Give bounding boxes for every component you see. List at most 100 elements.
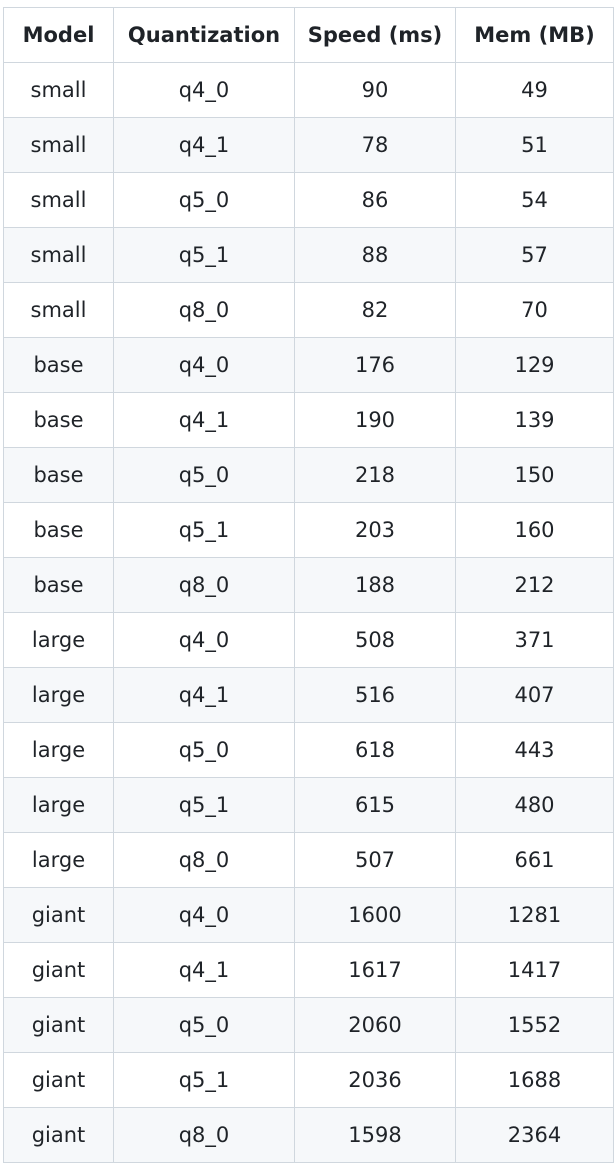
cell-speed: 176 [294,337,456,393]
cell-quantization: q5_0 [113,447,295,503]
header-speed: Speed (ms) [294,7,456,63]
cell-quantization: q8_0 [113,832,295,888]
table-row: giant q5_0 2060 1552 [3,997,614,1053]
cell-speed: 78 [294,117,456,173]
cell-memory: 661 [455,832,614,888]
cell-speed: 2036 [294,1052,456,1108]
cell-speed: 90 [294,62,456,118]
cell-model: giant [3,942,114,998]
cell-quantization: q4_1 [113,392,295,448]
table-row: giant q5_1 2036 1688 [3,1052,614,1108]
cell-speed: 615 [294,777,456,833]
cell-memory: 1281 [455,887,614,943]
cell-speed: 1600 [294,887,456,943]
cell-model: giant [3,997,114,1053]
cell-quantization: q5_1 [113,227,295,283]
cell-speed: 86 [294,172,456,228]
header-memory: Mem (MB) [455,7,614,63]
table-row: base q5_0 218 150 [3,447,614,503]
cell-model: large [3,722,114,778]
cell-memory: 57 [455,227,614,283]
cell-model: large [3,612,114,668]
cell-model: base [3,557,114,613]
cell-model: large [3,777,114,833]
cell-speed: 88 [294,227,456,283]
cell-memory: 212 [455,557,614,613]
cell-model: small [3,62,114,118]
cell-memory: 1552 [455,997,614,1053]
table-row: small q5_0 86 54 [3,172,614,228]
cell-model: giant [3,1052,114,1108]
cell-quantization: q5_0 [113,997,295,1053]
table-row: base q4_0 176 129 [3,337,614,393]
table-row: large q8_0 507 661 [3,832,614,888]
cell-speed: 618 [294,722,456,778]
cell-speed: 508 [294,612,456,668]
cell-quantization: q8_0 [113,282,295,338]
table-row: giant q4_0 1600 1281 [3,887,614,943]
cell-quantization: q8_0 [113,1107,295,1163]
cell-quantization: q4_0 [113,62,295,118]
table-row: base q5_1 203 160 [3,502,614,558]
table-row: small q4_1 78 51 [3,117,614,173]
cell-model: small [3,227,114,283]
cell-memory: 160 [455,502,614,558]
cell-memory: 70 [455,282,614,338]
cell-quantization: q4_1 [113,942,295,998]
benchmark-table-container: Model Quantization Speed (ms) Mem (MB) s… [3,7,614,1163]
table-row: giant q8_0 1598 2364 [3,1107,614,1163]
table-header: Model Quantization Speed (ms) Mem (MB) [3,7,614,63]
cell-quantization: q5_1 [113,1052,295,1108]
cell-quantization: q5_1 [113,502,295,558]
cell-quantization: q4_0 [113,887,295,943]
cell-quantization: q4_1 [113,117,295,173]
cell-speed: 2060 [294,997,456,1053]
cell-quantization: q4_0 [113,612,295,668]
cell-model: base [3,337,114,393]
cell-memory: 480 [455,777,614,833]
cell-model: base [3,392,114,448]
table-row: base q4_1 190 139 [3,392,614,448]
cell-memory: 49 [455,62,614,118]
cell-model: large [3,832,114,888]
cell-memory: 150 [455,447,614,503]
table-row: large q4_0 508 371 [3,612,614,668]
cell-memory: 2364 [455,1107,614,1163]
cell-quantization: q4_1 [113,667,295,723]
cell-quantization: q5_0 [113,172,295,228]
cell-memory: 1688 [455,1052,614,1108]
cell-memory: 139 [455,392,614,448]
cell-model: base [3,447,114,503]
cell-memory: 129 [455,337,614,393]
cell-model: giant [3,1107,114,1163]
cell-model: small [3,117,114,173]
cell-quantization: q4_0 [113,337,295,393]
cell-model: small [3,282,114,338]
cell-quantization: q5_0 [113,722,295,778]
header-quantization: Quantization [113,7,295,63]
cell-memory: 371 [455,612,614,668]
cell-model: base [3,502,114,558]
cell-speed: 516 [294,667,456,723]
benchmark-table: Model Quantization Speed (ms) Mem (MB) s… [3,7,614,1163]
table-body: small q4_0 90 49 small q4_1 78 51 small q5_0 86 54 s… [3,62,614,1163]
table-row: large q5_1 615 480 [3,777,614,833]
table-row: small q4_0 90 49 [3,62,614,118]
cell-model: giant [3,887,114,943]
cell-model: large [3,667,114,723]
cell-memory: 443 [455,722,614,778]
cell-speed: 82 [294,282,456,338]
table-row: large q4_1 516 407 [3,667,614,723]
cell-speed: 1617 [294,942,456,998]
cell-model: small [3,172,114,228]
table-row: small q8_0 82 70 [3,282,614,338]
cell-speed: 188 [294,557,456,613]
cell-speed: 190 [294,392,456,448]
cell-speed: 218 [294,447,456,503]
cell-speed: 507 [294,832,456,888]
table-row: large q5_0 618 443 [3,722,614,778]
table-row: base q8_0 188 212 [3,557,614,613]
cell-memory: 54 [455,172,614,228]
cell-quantization: q8_0 [113,557,295,613]
cell-quantization: q5_1 [113,777,295,833]
